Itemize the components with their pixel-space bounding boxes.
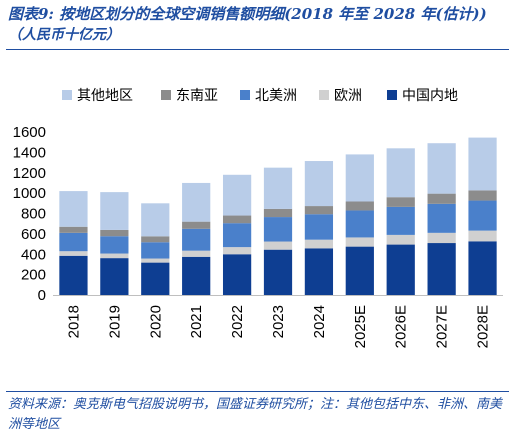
bar-segment bbox=[427, 243, 456, 295]
bar-segment bbox=[345, 210, 374, 238]
bar-segment bbox=[182, 250, 211, 257]
bar-segment bbox=[222, 215, 252, 224]
legend-swatch bbox=[161, 90, 171, 100]
bar-segment bbox=[304, 206, 334, 215]
stacked-bar-chart: 0 200 400 600 800 1000 1200 1400 1600 2018 2019 202… bbox=[13, 88, 503, 348]
bar-segment bbox=[100, 253, 129, 259]
x-tick-label: 2026E bbox=[393, 305, 410, 348]
legend-swatch bbox=[240, 90, 250, 100]
bar-segment bbox=[263, 249, 293, 295]
y-tick-label: 600 bbox=[21, 226, 46, 243]
bar-segment bbox=[141, 262, 170, 295]
bar-segment bbox=[222, 174, 252, 216]
bar-segment bbox=[386, 148, 415, 198]
bar-segment bbox=[427, 193, 456, 204]
bottom-divider bbox=[6, 391, 509, 392]
bar-segment bbox=[468, 241, 497, 295]
y-tick-label: 1400 bbox=[13, 144, 46, 161]
bar-segment bbox=[468, 137, 497, 191]
y-tick-label: 200 bbox=[21, 267, 46, 284]
y-tick-label: 1200 bbox=[13, 165, 46, 182]
legend-label: 中国内地 bbox=[402, 88, 458, 104]
bar-segment bbox=[345, 154, 374, 202]
x-tick-label: 2024 bbox=[311, 305, 328, 338]
y-tick-label: 1600 bbox=[13, 124, 46, 141]
bar-segment bbox=[263, 217, 293, 242]
bar-segment bbox=[345, 201, 374, 211]
legend-swatch bbox=[319, 90, 329, 100]
bar-segment bbox=[263, 167, 293, 209]
bar-segment bbox=[427, 232, 456, 244]
bar-segment bbox=[59, 232, 88, 252]
bar-segment bbox=[182, 182, 211, 222]
bar-segment bbox=[141, 242, 170, 259]
y-tick-label: 0 bbox=[38, 287, 46, 304]
bar-segment bbox=[59, 226, 88, 233]
x-tick-label: 2025E bbox=[352, 305, 369, 348]
bar-segment bbox=[100, 258, 129, 295]
legend-label: 北美洲 bbox=[255, 88, 297, 104]
legend-swatch bbox=[62, 90, 72, 100]
bar-segment bbox=[141, 203, 170, 237]
bar-segment bbox=[263, 241, 293, 250]
bar-segment bbox=[304, 214, 334, 240]
bar-segment bbox=[386, 206, 415, 235]
bar-segment bbox=[304, 161, 334, 207]
legend-label: 其他地区 bbox=[77, 88, 133, 104]
x-tick-label: 2018 bbox=[65, 305, 82, 338]
bar-segment bbox=[100, 192, 129, 230]
bar-segment bbox=[345, 246, 374, 295]
y-tick-label: 400 bbox=[21, 246, 46, 263]
legend-swatch bbox=[387, 90, 397, 100]
bar-segment bbox=[304, 239, 334, 249]
bar-segment bbox=[468, 230, 497, 242]
bar-segment bbox=[141, 236, 170, 243]
x-tick-label: 2023 bbox=[270, 305, 287, 338]
bar-segment bbox=[386, 234, 415, 245]
bar-segment bbox=[263, 208, 293, 218]
bar-segment bbox=[304, 248, 334, 295]
legend-label: 欧洲 bbox=[334, 88, 362, 104]
source-note: 资料来源：奥克斯电气招股说明书，国盛证券研究所；注：其他包括中东、非洲、南美洲等… bbox=[8, 397, 503, 432]
y-tick-label: 1000 bbox=[13, 185, 46, 202]
bar-segment bbox=[427, 143, 456, 194]
bar-segment bbox=[468, 200, 497, 231]
top-divider bbox=[6, 49, 509, 50]
x-tick-label: 2019 bbox=[106, 305, 123, 338]
bar-segment bbox=[182, 228, 211, 251]
bar-segment bbox=[100, 229, 129, 237]
x-tick-label: 2027E bbox=[434, 305, 451, 348]
bar-segment bbox=[59, 251, 88, 256]
figure-title: 图表9: 按地区划分的全球空调销售额明细(2018 年至 2028 年(估计)) bbox=[8, 5, 487, 23]
x-tick-label: 2021 bbox=[188, 305, 205, 338]
x-tick-label: 2020 bbox=[147, 305, 164, 338]
bar-segment bbox=[386, 244, 415, 295]
bar-segment bbox=[222, 247, 252, 255]
x-tick-label: 2022 bbox=[229, 305, 246, 338]
bar-segment bbox=[222, 223, 252, 248]
bar-segment bbox=[345, 237, 374, 247]
bar-segment bbox=[427, 203, 456, 233]
bar-segment bbox=[59, 255, 88, 295]
bar-segment bbox=[100, 236, 129, 254]
bar-segment bbox=[182, 221, 211, 229]
bar-segment bbox=[59, 191, 88, 227]
bar-segment bbox=[468, 190, 497, 201]
bar-segment bbox=[141, 258, 170, 263]
figure-subtitle: （人民币十亿元） bbox=[8, 27, 120, 43]
bar-segment bbox=[386, 197, 415, 207]
legend-label: 东南亚 bbox=[176, 88, 218, 104]
y-tick-label: 800 bbox=[21, 206, 46, 223]
bar-segment bbox=[182, 256, 211, 295]
x-tick-label: 2028E bbox=[475, 305, 492, 348]
bar-segment bbox=[222, 254, 252, 295]
